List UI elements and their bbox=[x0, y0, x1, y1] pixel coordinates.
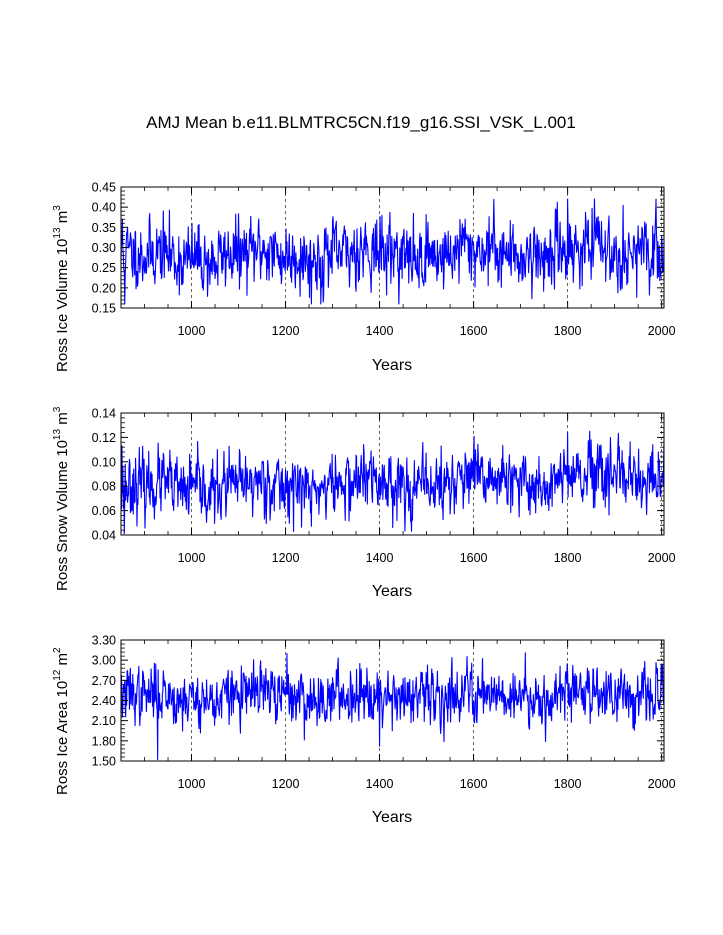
y-tick-label: 3.30 bbox=[92, 634, 116, 648]
page-title: AMJ Mean b.e11.BLMTRC5CN.f19_g16.SSI_VSK… bbox=[146, 113, 576, 132]
y-tick-label: 0.04 bbox=[92, 529, 116, 543]
x-tick-label: 1000 bbox=[178, 324, 206, 338]
panel-ice-volume: 1000 1200 1400 1600 1800 2000 0.15 0.20 0.25 0.30… bbox=[52, 181, 676, 375]
y-tick-label: 0.25 bbox=[92, 261, 116, 275]
y-tick-label: 0.15 bbox=[92, 302, 116, 316]
x-axis-label: Years bbox=[372, 583, 412, 600]
y-tick-label: 0.10 bbox=[92, 455, 116, 469]
plot-frame bbox=[120, 412, 665, 536]
x-tick-label: 1800 bbox=[554, 777, 582, 791]
x-tick-label: 1800 bbox=[554, 551, 582, 565]
x-tick-label: 1200 bbox=[272, 324, 300, 338]
x-tick-label: 1000 bbox=[178, 551, 206, 565]
x-tick-label: 1600 bbox=[460, 324, 488, 338]
y-tick-label: 1.50 bbox=[92, 755, 116, 769]
axes: 1000 1200 1400 1600 1800 2000 0.04 0.06 0.08 0.10… bbox=[92, 407, 676, 566]
x-tick-label: 2000 bbox=[648, 551, 676, 565]
y-tick-label: 0.06 bbox=[92, 504, 116, 518]
y-tick-label: 3.00 bbox=[92, 654, 116, 668]
x-tick-label: 1400 bbox=[366, 324, 394, 338]
panel-ice-area: 1000 1200 1400 1600 1800 2000 1.50 1.80 2.10 2.40… bbox=[52, 634, 676, 827]
y-tick-label: 0.40 bbox=[92, 201, 116, 215]
x-tick-label: 1200 bbox=[272, 777, 300, 791]
series-line bbox=[120, 652, 665, 761]
y-axis-label: Ross Snow Volume 1013 m3 bbox=[52, 406, 71, 591]
x-tick-label: 1800 bbox=[554, 324, 582, 338]
axes: 1000 1200 1400 1600 1800 2000 1.50 1.80 2.10 2.40… bbox=[92, 634, 676, 792]
y-tick-label: 2.10 bbox=[92, 714, 116, 728]
x-tick-label: 1200 bbox=[272, 551, 300, 565]
y-tick-label: 0.30 bbox=[92, 241, 116, 255]
x-tick-label: 2000 bbox=[648, 777, 676, 791]
y-tick-label: 0.14 bbox=[92, 407, 116, 421]
y-tick-label: 0.08 bbox=[92, 480, 116, 494]
plot-area bbox=[120, 187, 665, 308]
x-tick-label: 1600 bbox=[460, 777, 488, 791]
y-tick-label: 0.35 bbox=[92, 221, 116, 235]
x-tick-label: 1400 bbox=[366, 777, 394, 791]
x-axis-label: Years bbox=[372, 809, 412, 826]
y-axis-label: Ross Ice Volume 1013 m3 bbox=[52, 205, 71, 372]
x-tick-label: 1000 bbox=[178, 777, 206, 791]
x-tick-label: 1400 bbox=[366, 551, 394, 565]
x-axis-label: Years bbox=[372, 357, 412, 374]
x-tick-label: 2000 bbox=[648, 324, 676, 338]
y-tick-label: 0.20 bbox=[92, 281, 116, 295]
panel-snow-volume: 1000 1200 1400 1600 1800 2000 0.04 0.06 0.08 0.10… bbox=[52, 406, 676, 600]
plot-area bbox=[120, 640, 665, 761]
series-line bbox=[120, 198, 665, 305]
y-tick-label: 0.12 bbox=[92, 431, 116, 445]
plot-area bbox=[120, 413, 665, 535]
series-line bbox=[120, 430, 665, 535]
x-tick-label: 1600 bbox=[460, 551, 488, 565]
y-axis-label: Ross Ice Area 1012 m2 bbox=[52, 647, 71, 795]
y-tick-label: 1.80 bbox=[92, 734, 116, 748]
axes: 1000 1200 1400 1600 1800 2000 0.15 0.20 0.25 0.30… bbox=[92, 181, 676, 339]
y-tick-label: 2.70 bbox=[92, 674, 116, 688]
y-tick-label: 0.45 bbox=[92, 181, 116, 195]
y-tick-label: 2.40 bbox=[92, 694, 116, 708]
